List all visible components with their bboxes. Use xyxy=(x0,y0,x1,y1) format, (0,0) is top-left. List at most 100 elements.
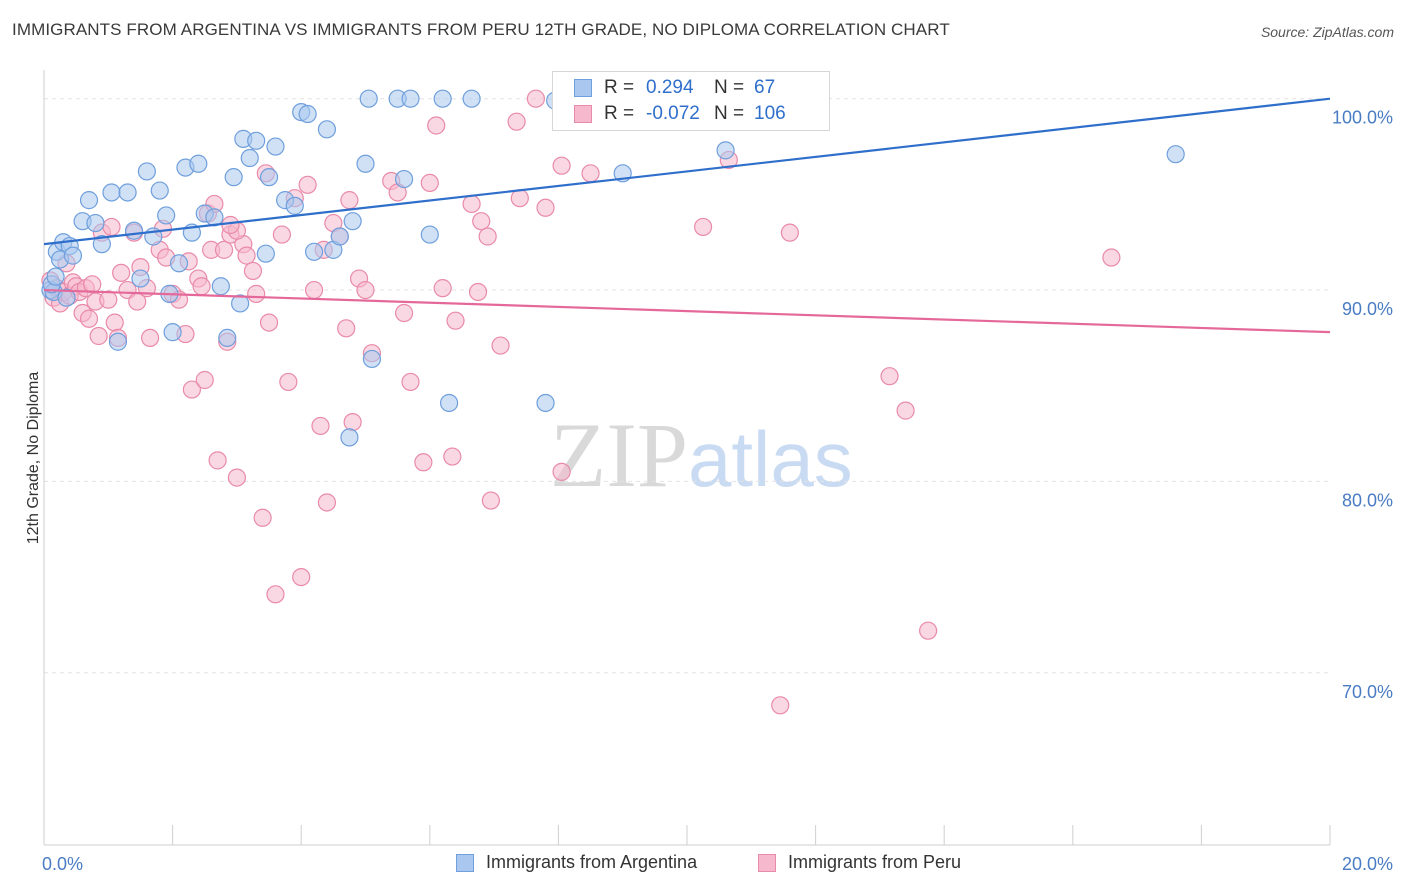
peru-point xyxy=(536,198,555,217)
legend-swatch-peru xyxy=(574,105,592,123)
peru-point xyxy=(552,156,571,175)
argentina-points xyxy=(41,89,1185,447)
peru-point xyxy=(394,303,414,323)
peru-point xyxy=(481,491,500,510)
argentina-point xyxy=(317,120,337,139)
peru-point xyxy=(472,212,491,231)
argentina-point xyxy=(394,169,414,189)
argentina-point xyxy=(211,277,230,296)
peru-point xyxy=(304,280,324,300)
watermark: ZIPatlas xyxy=(550,402,853,508)
argentina-point xyxy=(439,393,459,413)
argentina-point xyxy=(536,393,555,413)
peru-point xyxy=(102,217,121,237)
argentina-point xyxy=(359,89,378,108)
argentina-point xyxy=(224,168,243,187)
argentina-point xyxy=(157,206,176,225)
legend-r-value: -0.072 xyxy=(646,103,700,124)
argentina-point xyxy=(131,269,150,288)
legend-swatch-argentina xyxy=(456,853,474,872)
peru-point xyxy=(491,336,510,355)
trend-line-peru xyxy=(43,288,1331,334)
argentina-point xyxy=(218,328,237,348)
peru-point xyxy=(401,372,420,392)
peru-point xyxy=(581,164,600,183)
legend-swatch-argentina xyxy=(574,79,592,97)
peru-point xyxy=(462,194,481,214)
argentina-point xyxy=(137,162,156,181)
argentina-point xyxy=(330,227,349,246)
x-tick-label-min: 0.0% xyxy=(42,854,83,874)
peru-point xyxy=(272,225,292,244)
argentina-point xyxy=(231,294,250,313)
y-axis-title: 12th Grade, No Diploma xyxy=(25,372,42,545)
argentina-point xyxy=(108,332,128,351)
argentina-point xyxy=(57,288,76,307)
argentina-point xyxy=(92,235,111,254)
legend-n-value: 106 xyxy=(754,103,786,124)
peru-point xyxy=(340,191,359,210)
argentina-point xyxy=(420,225,439,244)
argentina-point xyxy=(298,104,317,124)
peru-point xyxy=(526,89,545,108)
argentina-point xyxy=(118,183,137,202)
peru-point xyxy=(195,370,214,390)
axes xyxy=(43,70,1331,846)
argentina-point xyxy=(256,244,275,263)
legend-n-value: 67 xyxy=(754,77,776,98)
legend-label-argentina: Immigrants from Argentina xyxy=(486,852,698,872)
peru-point xyxy=(83,275,102,294)
peru-point xyxy=(292,567,311,587)
y-tick-label: 80.0% xyxy=(1342,490,1393,510)
peru-point xyxy=(317,493,337,512)
peru-point xyxy=(433,279,452,298)
peru-point xyxy=(79,309,99,328)
argentina-point xyxy=(356,154,375,173)
peru-point xyxy=(182,380,201,399)
peru-point xyxy=(414,453,433,472)
tick-labels: 70.0% 80.0% 90.0% 100.0% 0.0% 20.0% xyxy=(42,108,1393,874)
argentina-point xyxy=(285,196,304,215)
peru-point xyxy=(266,585,285,604)
argentina-point xyxy=(46,267,65,286)
legend-swatch-peru xyxy=(758,853,776,872)
peru-point xyxy=(337,319,356,338)
argentina-point xyxy=(240,148,259,168)
peru-point xyxy=(112,263,131,282)
argentina-point xyxy=(169,254,189,273)
argentina-point xyxy=(124,221,144,240)
legend-row-peru: R = -0.072 N = 106 xyxy=(553,101,786,127)
argentina-point xyxy=(247,131,266,150)
peru-point xyxy=(443,447,462,466)
argentina-point xyxy=(304,242,324,261)
argentina-point xyxy=(266,137,285,156)
legend-item-argentina[interactable]: Immigrants from Argentina xyxy=(456,852,697,873)
peru-point xyxy=(552,462,571,481)
legend-n-label: N = xyxy=(714,103,745,124)
peru-point xyxy=(243,261,263,281)
legend-r-value: 0.294 xyxy=(646,77,694,98)
legend-item-peru[interactable]: Immigrants from Peru xyxy=(758,852,961,873)
peru-point xyxy=(356,280,375,300)
peru-point xyxy=(446,311,465,330)
series-legend: Immigrants from Argentina Immigrants fro… xyxy=(0,852,1406,878)
peru-point xyxy=(253,508,272,527)
argentina-point xyxy=(102,183,121,202)
argentina-point xyxy=(259,168,279,187)
legend-r-label: R = xyxy=(604,77,635,98)
argentina-point xyxy=(150,181,169,200)
peru-point xyxy=(880,367,899,386)
y-tick-label: 100.0% xyxy=(1332,108,1393,128)
argentina-point xyxy=(79,191,99,210)
argentina-point xyxy=(189,154,208,173)
peru-point xyxy=(427,116,446,135)
legend-n-label: N = xyxy=(714,77,745,98)
peru-point xyxy=(771,696,790,715)
watermark-zip: ZIP xyxy=(550,404,688,506)
peru-point xyxy=(896,401,915,420)
trend-line-argentina xyxy=(43,97,1331,246)
peru-point xyxy=(237,246,256,265)
peru-point xyxy=(259,313,279,332)
watermark-atlas: atlas xyxy=(688,415,853,503)
